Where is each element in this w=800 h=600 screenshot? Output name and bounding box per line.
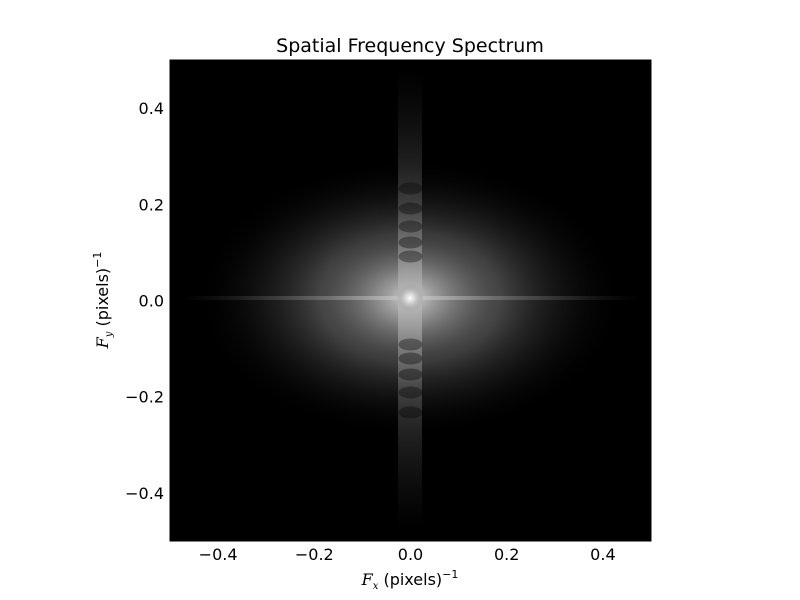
spectrum-lobe (398, 352, 423, 365)
spectrum-lobe (398, 406, 423, 419)
x-axis-label: Fx (pixels)−1 (361, 568, 459, 592)
x-axis-ticks: −0.4 −0.2 0.0 0.2 0.4 (199, 60, 616, 564)
chart-title: Spatial Frequency Spectrum (276, 35, 544, 57)
x-axis-symbol: F (361, 570, 374, 589)
spectrum-image (180, 70, 640, 530)
y-axis-symbol: F (93, 336, 112, 349)
y-axis-exponent: −1 (91, 252, 104, 268)
spectrum-lobe (398, 236, 423, 249)
x-tick-label: 0.2 (494, 545, 519, 564)
spectrum-lobe (398, 338, 423, 351)
x-tick-label: −0.2 (295, 545, 334, 564)
y-axis-subscript: y (104, 331, 115, 338)
x-tick-label: −0.4 (199, 545, 238, 564)
spectrum-lobe (398, 386, 423, 399)
spectrum-lobe (398, 368, 423, 381)
y-tick-label: 0.2 (139, 195, 164, 214)
x-axis-subscript: x (373, 581, 379, 592)
y-tick-label: 0.0 (139, 292, 164, 311)
spectrum-lobe (398, 220, 423, 233)
spectrum-lobe (398, 202, 423, 215)
x-tick-label: 0.4 (590, 545, 615, 564)
y-tick-label: −0.2 (125, 388, 164, 407)
x-tick-label: 0.0 (398, 545, 423, 564)
y-tick-label: −0.4 (125, 484, 164, 503)
vertical-lobes (398, 182, 423, 419)
y-axis-unit: (pixels) (93, 268, 112, 332)
y-axis-ticks: −0.4 −0.2 0.0 0.2 0.4 (125, 99, 651, 503)
spectrum-lobe (398, 250, 423, 263)
plot-area (169, 59, 652, 542)
x-axis-unit: (pixels) (378, 570, 442, 589)
y-axis-label: Fy (pixels)−1 (91, 252, 115, 350)
spectrum-lobe (398, 182, 423, 195)
spectrum-peak (396, 284, 424, 312)
x-axis-exponent: −1 (442, 568, 458, 581)
y-tick-label: 0.4 (139, 99, 164, 118)
